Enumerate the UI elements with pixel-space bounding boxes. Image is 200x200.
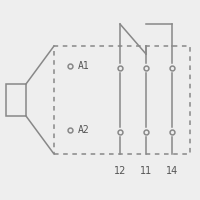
Text: A2: A2 (78, 125, 90, 135)
Text: 14: 14 (166, 166, 178, 176)
Bar (54, 46, 190, 154)
Bar (6, 84, 26, 116)
Text: 11: 11 (140, 166, 152, 176)
Text: A1: A1 (78, 61, 90, 71)
Text: 12: 12 (114, 166, 126, 176)
